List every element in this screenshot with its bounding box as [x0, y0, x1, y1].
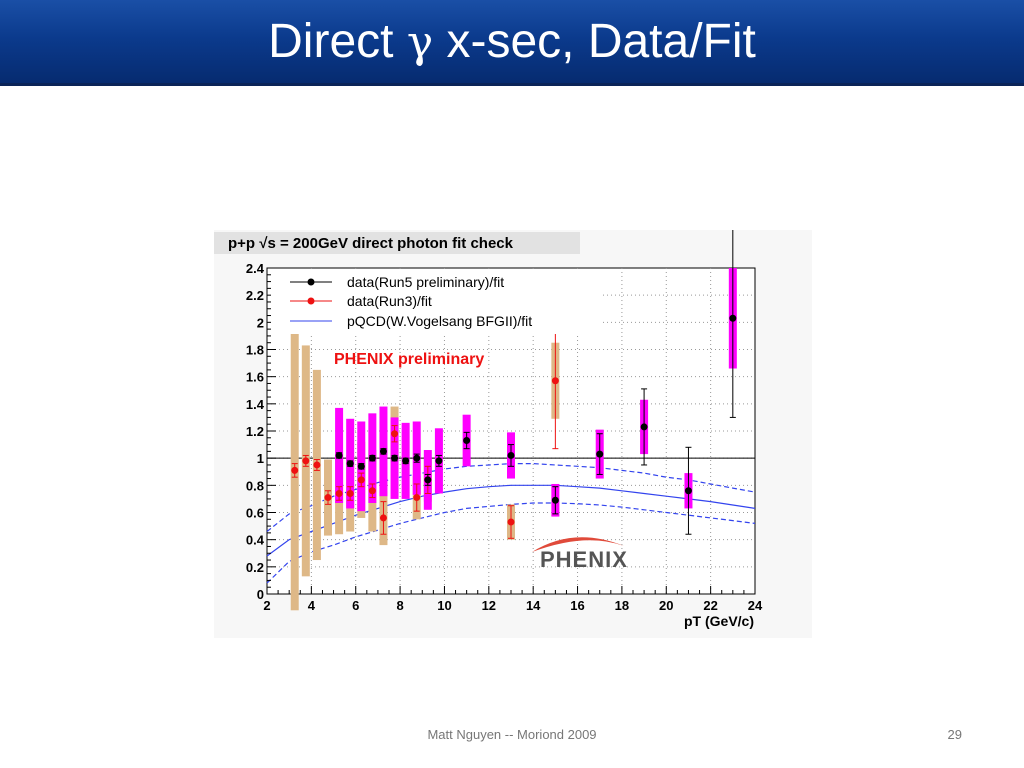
run5-point [424, 476, 432, 484]
x-tick-label: 22 [703, 598, 717, 613]
x-axis-label: pT (GeV/c) [684, 613, 754, 629]
legend: data(Run5 preliminary)/fit data(Run3)/fi… [271, 272, 601, 334]
run5-point [507, 451, 515, 459]
run3-point [357, 476, 365, 484]
run3-point [368, 487, 376, 495]
slide-title: Direct γ x-sec, Data/Fit [0, 12, 1024, 73]
y-tick-label: 2 [257, 315, 264, 330]
phenix-logo: PHENIX [532, 537, 628, 572]
run5-point [391, 454, 399, 462]
y-tick-label: 0.2 [246, 560, 264, 575]
x-tick-label: 8 [396, 598, 403, 613]
chart-title-box [214, 232, 580, 254]
y-tick-label: 1.6 [246, 370, 264, 385]
phenix-logo-text: PHENIX [540, 547, 628, 572]
y-tick-label: 0.8 [246, 478, 264, 493]
y-tick-label: 0.4 [246, 533, 265, 548]
run5-point [335, 451, 343, 459]
pqcd-bound-curve [266, 502, 756, 584]
y-tick-label: 2.4 [246, 261, 265, 276]
title-text-post: x-sec, Data/Fit [433, 15, 756, 68]
run3-point [291, 466, 299, 474]
run5-point [435, 457, 443, 465]
run3-point [379, 514, 387, 522]
run3-point [302, 457, 310, 465]
run5-point [379, 447, 387, 455]
y-tick-label: 0.6 [246, 506, 264, 521]
run3-point [335, 489, 343, 497]
x-tick-label: 6 [352, 598, 359, 613]
run5-point [463, 437, 471, 445]
x-tick-label: 18 [615, 598, 629, 613]
x-tick-label: 14 [526, 598, 541, 613]
phenix-logo-swoosh [532, 537, 624, 552]
y-tick-label: 2.2 [246, 288, 264, 303]
run3-point [346, 489, 354, 497]
page-number: 29 [947, 727, 962, 742]
x-tick-label: 12 [482, 598, 496, 613]
y-tick-label: 0 [257, 587, 264, 602]
run3-point [413, 494, 421, 502]
run5-point [640, 423, 648, 431]
x-tick-label: 16 [570, 598, 584, 613]
slide-footer: Matt Nguyen -- Moriond 2009 [427, 727, 597, 742]
phenix-preliminary-label: PHENIX preliminary [334, 351, 484, 368]
y-tick-label: 1.2 [246, 424, 264, 439]
y-tick-label: 1.4 [246, 397, 265, 412]
legend-run5-label: data(Run5 preliminary)/fit [347, 274, 504, 290]
axis-ticks: 2 4 6 8 10 12 14 16 18 20 22 2400.20.40.60.811.21.4… [246, 261, 763, 613]
x-tick-label: 24 [748, 598, 763, 613]
legend-run5-marker [307, 278, 315, 286]
y-tick-label: 1 [257, 451, 264, 466]
run3-point [507, 518, 515, 526]
data-points [291, 314, 737, 526]
chart-title: p+p √s = 200GeV direct photon fit check [228, 235, 514, 252]
legend-pqcd-label: pQCD(W.Vogelsang BFGII)/fit [347, 313, 532, 329]
run5-point [402, 457, 410, 465]
run3-point [313, 461, 321, 469]
x-tick-label: 4 [308, 598, 316, 613]
run3-point [551, 377, 559, 385]
x-tick-label: 20 [659, 598, 673, 613]
legend-run3-label: data(Run3)/fit [347, 293, 432, 309]
run5-point [684, 487, 692, 495]
run3-point [391, 430, 399, 438]
run3-point [324, 494, 332, 502]
run5-point [413, 454, 421, 462]
run5-point [357, 462, 365, 470]
run5-point [551, 496, 559, 504]
run5-point [729, 314, 737, 322]
run5-point [596, 450, 604, 458]
chart-figure: p+p √s = 200GeV direct photon fit check … [214, 230, 812, 638]
title-bar: Direct γ x-sec, Data/Fit [0, 0, 1024, 86]
gamma-symbol: γ [406, 17, 434, 68]
title-text-pre: Direct [268, 15, 407, 68]
x-tick-label: 2 [263, 598, 270, 613]
run5-point [346, 460, 354, 468]
run5-point [368, 454, 376, 462]
y-tick-label: 1.8 [246, 343, 264, 358]
legend-run3-marker [307, 297, 315, 305]
chart-svg: p+p √s = 200GeV direct photon fit check … [214, 230, 763, 629]
x-tick-label: 10 [437, 598, 451, 613]
